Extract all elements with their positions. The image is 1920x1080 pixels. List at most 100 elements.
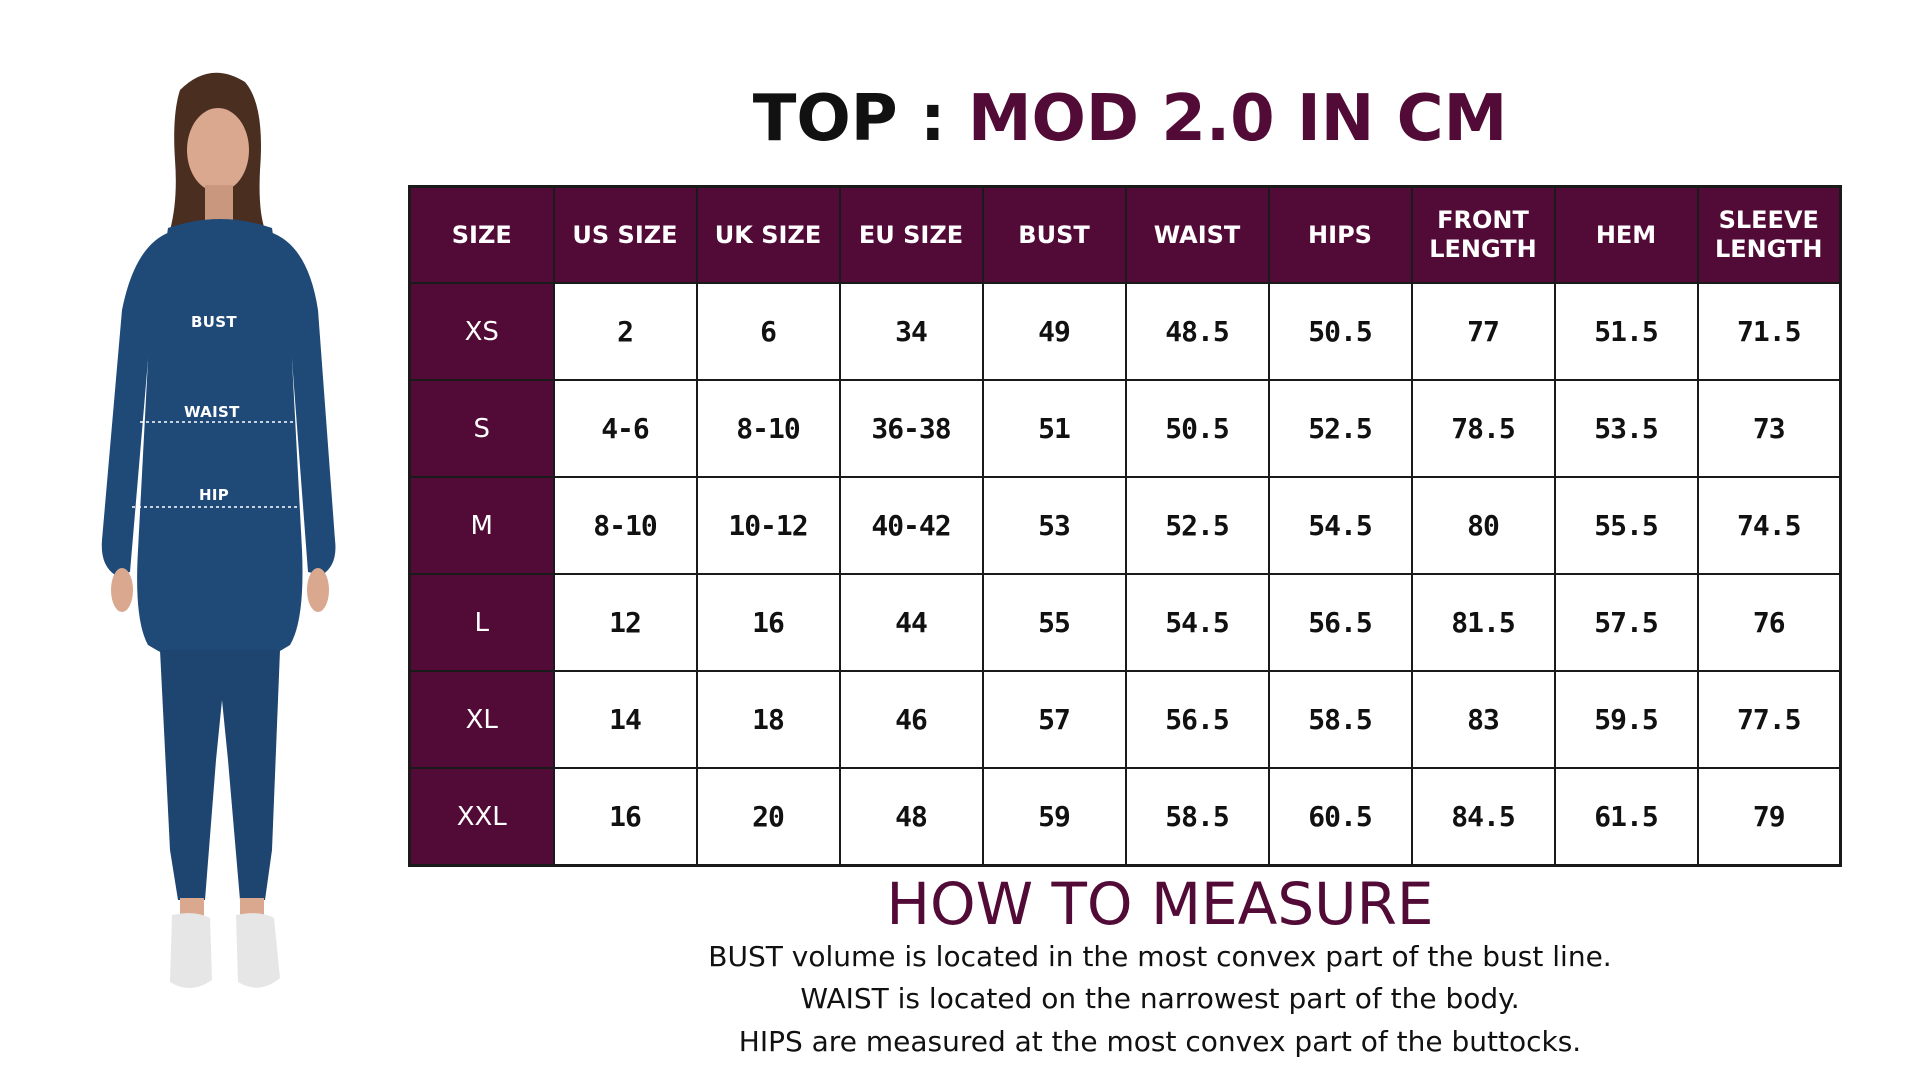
measurement-cell: 16: [552, 767, 698, 867]
measurement-cell: 74.5: [1696, 476, 1842, 575]
table-row: XL 14 18 46 57 56.5 58.5 83 59.5 77.5: [408, 670, 1842, 769]
face: [187, 108, 249, 192]
measurement-cell: 56.5: [1267, 573, 1413, 672]
measurement-cell: 78.5: [1410, 379, 1556, 478]
measurement-cell: 52.5: [1124, 476, 1270, 575]
column-header: HIPS: [1267, 185, 1413, 284]
column-header: SLEEVE LENGTH: [1696, 185, 1842, 284]
measurement-cell: 80: [1410, 476, 1556, 575]
waist-instruction: WAIST is located on the narrowest part o…: [800, 982, 1520, 1015]
table-row: M 8-10 10-12 40-42 53 52.5 54.5 80 55.5 74.5: [408, 476, 1842, 575]
measurement-cell: 8-10: [552, 476, 698, 575]
table-body: XS 2 6 34 49 48.5 50.5 77 51.5 71.5 S 4-6 8-10 36-38 5…: [408, 282, 1842, 867]
measurement-cell: 40-42: [838, 476, 984, 575]
left-shoe: [170, 913, 212, 989]
column-header: BUST: [981, 185, 1127, 284]
table-row: XXL 16 20 48 59 58.5 60.5 84.5 61.5 79: [408, 767, 1842, 867]
right-ankle: [240, 898, 264, 918]
hips-instruction: HIPS are measured at the most convex par…: [738, 1025, 1582, 1058]
measurement-cell: 20: [695, 767, 841, 867]
measurement-cell: 46: [838, 670, 984, 769]
measurement-cell: 16: [695, 573, 841, 672]
measurement-cell: 84.5: [1410, 767, 1556, 867]
right-shoe: [236, 913, 280, 988]
measurement-cell: 34: [838, 282, 984, 381]
measurement-cell: 18: [695, 670, 841, 769]
measurement-cell: 58.5: [1267, 670, 1413, 769]
table-row: L 12 16 44 55 54.5 56.5 81.5 57.5 76: [408, 573, 1842, 672]
size-chart-table: SIZE US SIZE UK SIZE EU SIZE BUST WAIST HIPS FR…: [408, 185, 1842, 867]
measurement-cell: 83: [1410, 670, 1556, 769]
measurement-cell: 81.5: [1410, 573, 1556, 672]
measurement-cell: 53.5: [1553, 379, 1699, 478]
measurement-cell: 4-6: [552, 379, 698, 478]
bust-label: BUST: [191, 313, 237, 331]
size-cell: XXL: [408, 767, 555, 867]
page-title: TOP : MOD 2.0 IN CM: [410, 82, 1850, 156]
measurement-cell: 54.5: [1124, 573, 1270, 672]
measurement-cell: 71.5: [1696, 282, 1842, 381]
measurement-cell: 8-10: [695, 379, 841, 478]
measurement-cell: 76: [1696, 573, 1842, 672]
neck: [205, 185, 233, 225]
measurement-cell: 73: [1696, 379, 1842, 478]
measurement-cell: 58.5: [1124, 767, 1270, 867]
left-ankle: [180, 898, 204, 918]
column-header: WAIST: [1124, 185, 1270, 284]
column-header: HEM: [1553, 185, 1699, 284]
measurement-cell: 51: [981, 379, 1127, 478]
measurement-cell: 54.5: [1267, 476, 1413, 575]
title-highlight: MOD 2.0 IN CM: [967, 82, 1508, 156]
measurement-cell: 57.5: [1553, 573, 1699, 672]
measurement-cell: 56.5: [1124, 670, 1270, 769]
measurement-cell: 55.5: [1553, 476, 1699, 575]
column-header: FRONT LENGTH: [1410, 185, 1556, 284]
measurement-cell: 50.5: [1124, 379, 1270, 478]
how-to-measure-title: HOW TO MEASURE: [886, 870, 1434, 938]
model-illustration: [101, 72, 336, 989]
measurement-cell: 48: [838, 767, 984, 867]
measurement-cell: 36-38: [838, 379, 984, 478]
measurement-cell: 6: [695, 282, 841, 381]
size-cell: L: [408, 573, 555, 672]
measurement-cell: 77.5: [1696, 670, 1842, 769]
measurement-cell: 55: [981, 573, 1127, 672]
measurement-cell: 44: [838, 573, 984, 672]
measurement-cell: 48.5: [1124, 282, 1270, 381]
model-figure: BUST WAIST HIP: [60, 60, 390, 1020]
table-row: S 4-6 8-10 36-38 51 50.5 52.5 78.5 53.5 73: [408, 379, 1842, 478]
measurement-cell: 10-12: [695, 476, 841, 575]
measurement-cell: 49: [981, 282, 1127, 381]
size-cell: XS: [408, 282, 555, 381]
measurement-cell: 52.5: [1267, 379, 1413, 478]
left-hand: [111, 568, 133, 612]
measurement-cell: 60.5: [1267, 767, 1413, 867]
size-cell: M: [408, 476, 555, 575]
column-header: UK SIZE: [695, 185, 841, 284]
bust-instruction: BUST volume is located in the most conve…: [708, 940, 1612, 973]
measurement-cell: 53: [981, 476, 1127, 575]
size-cell: S: [408, 379, 555, 478]
measurement-cell: 50.5: [1267, 282, 1413, 381]
right-hand: [307, 568, 329, 612]
measurement-cell: 57: [981, 670, 1127, 769]
measurement-cell: 59: [981, 767, 1127, 867]
measurement-cell: 59.5: [1553, 670, 1699, 769]
measurement-cell: 12: [552, 573, 698, 672]
leggings: [160, 650, 280, 900]
column-header: EU SIZE: [838, 185, 984, 284]
table-row: XS 2 6 34 49 48.5 50.5 77 51.5 71.5: [408, 282, 1842, 381]
measurement-cell: 79: [1696, 767, 1842, 867]
measurement-cell: 77: [1410, 282, 1556, 381]
table-header-row: SIZE US SIZE UK SIZE EU SIZE BUST WAIST HIPS FR…: [408, 185, 1842, 284]
measurement-cell: 51.5: [1553, 282, 1699, 381]
column-header: US SIZE: [552, 185, 698, 284]
title-prefix: TOP :: [752, 82, 968, 156]
size-cell: XL: [408, 670, 555, 769]
hip-label: HIP: [199, 486, 230, 504]
column-header: SIZE: [408, 185, 555, 284]
measurement-cell: 14: [552, 670, 698, 769]
waist-label: WAIST: [184, 403, 240, 421]
measurement-cell: 2: [552, 282, 698, 381]
top-body: [137, 219, 303, 668]
